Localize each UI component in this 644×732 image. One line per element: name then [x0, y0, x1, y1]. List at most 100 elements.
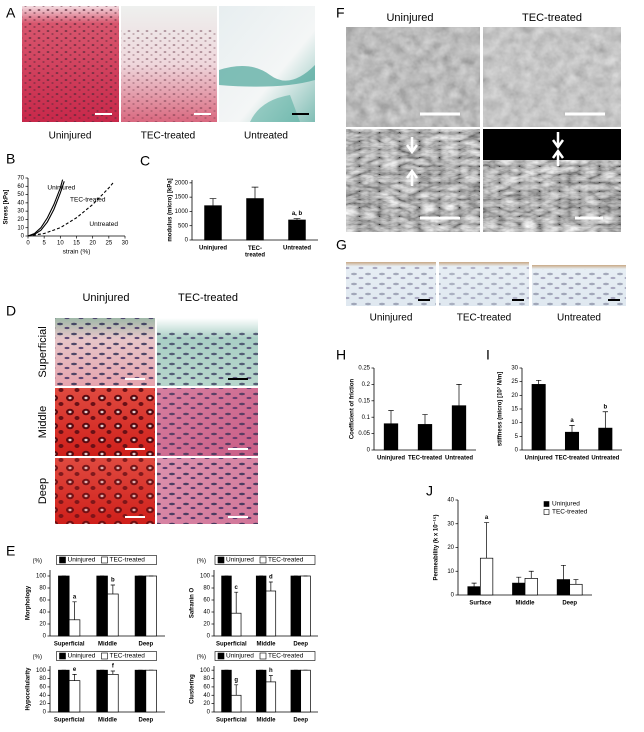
- error-bar: [573, 579, 579, 585]
- y-tick-label: 100: [36, 574, 47, 580]
- bar-annotation: f: [112, 664, 115, 670]
- panel-letter: J: [426, 483, 433, 499]
- error-bar: [251, 186, 259, 199]
- y-tick-label: 0.1: [362, 415, 371, 421]
- y-axis-label: Safranin O: [190, 587, 196, 618]
- legend-swatch: [217, 556, 225, 564]
- y-unit: (%): [197, 559, 206, 565]
- x-axis-label: strain (%): [63, 249, 91, 256]
- x-tick-label: Deep: [562, 601, 577, 607]
- y-tick-label: 10: [447, 569, 454, 575]
- arrow: [551, 148, 565, 166]
- y-tick-label: 30: [447, 521, 454, 527]
- y-tick-label: 2000: [175, 180, 189, 186]
- cell-texture: [55, 388, 155, 456]
- cell-texture: [157, 330, 258, 386]
- bar: [96, 575, 108, 637]
- panel-g-images: [346, 262, 626, 306]
- y-tick-label: 40: [17, 200, 24, 206]
- error-bar: [268, 581, 273, 591]
- bar: [383, 423, 399, 451]
- y-tick-label: 10: [511, 420, 518, 426]
- panel-letter: B: [6, 151, 15, 167]
- sem-image: [483, 160, 621, 232]
- y-tick-label: 60: [17, 184, 24, 190]
- bar: [221, 575, 232, 637]
- legend-swatch: [59, 556, 66, 564]
- y-tick-label: 0: [43, 634, 47, 640]
- error-bar: [110, 670, 116, 675]
- image-label: Uninjured: [370, 313, 413, 324]
- y-tick-label: 20: [203, 701, 210, 707]
- y-tick-label: 80: [203, 586, 210, 592]
- bar: [451, 405, 467, 451]
- x-tick-label: Superficial: [54, 718, 85, 724]
- error-bar: [516, 576, 522, 584]
- bar-annotation: a, b: [292, 211, 303, 217]
- row-header: Deep: [37, 478, 49, 504]
- bar: [134, 575, 147, 637]
- bar: [556, 579, 571, 596]
- x-tick-label: 0: [26, 241, 30, 247]
- x-tick-label: 25: [105, 241, 112, 247]
- bar: [598, 427, 613, 451]
- x-tick-label: Deep: [293, 642, 308, 648]
- legend-label: TEC-treated: [552, 509, 588, 516]
- y-axis-label: Stress [kPa]: [4, 190, 10, 225]
- bar: [290, 575, 302, 637]
- y-tick-label: 5: [515, 434, 519, 440]
- x-tick-label: Middle: [98, 718, 118, 724]
- legend-swatch: [543, 509, 550, 515]
- y-tick-label: 20: [39, 701, 46, 707]
- error-bar: [234, 591, 239, 614]
- bar: [569, 583, 583, 596]
- legend-swatch: [101, 556, 108, 564]
- panel-letter: D: [6, 303, 16, 319]
- x-tick-label: Untreated: [445, 456, 473, 462]
- y-tick-label: 0: [451, 593, 455, 599]
- x-tick-label: Deep: [138, 642, 153, 648]
- x-tick-label: 20: [89, 241, 96, 247]
- x-tick-label: Untreated: [591, 456, 619, 462]
- y-tick-label: 40: [203, 693, 210, 699]
- x-tick-label: Uninjured: [525, 456, 553, 462]
- y-axis-label: Permeability (k x 10⁻¹⁵): [433, 514, 440, 580]
- bar-annotation: g: [234, 677, 238, 683]
- y-tick-label: 100: [36, 668, 47, 674]
- bar-annotation: e: [73, 667, 77, 673]
- y-axis-label: stiffness (micro) [10⁷ N/m]: [498, 372, 504, 447]
- y-tick-label: 60: [203, 684, 210, 690]
- x-tick-label: TEC-treated: [555, 456, 589, 462]
- legend-swatch: [101, 652, 108, 660]
- x-tick-label: Superficial: [216, 718, 247, 724]
- y-tick-label: 0: [207, 634, 211, 640]
- legend-label: Uninjured: [68, 653, 96, 660]
- bar: [145, 575, 157, 637]
- cell-texture: [55, 458, 155, 524]
- x-tick-label: Deep: [293, 718, 308, 724]
- image-label: Uninjured: [49, 131, 92, 142]
- bar: [479, 557, 494, 596]
- y-tick-label: 0: [185, 238, 189, 244]
- y-tick-label: 0.15: [358, 398, 370, 404]
- bar: [107, 674, 119, 713]
- y-tick-label: 30: [17, 209, 24, 215]
- legend-label: TEC-treated: [268, 557, 304, 564]
- y-tick-label: 80: [39, 676, 46, 682]
- legend-swatch: [259, 556, 267, 564]
- x-tick-label: TEC-treated: [408, 456, 442, 462]
- y-tick-label: 40: [39, 610, 46, 616]
- bar: [564, 431, 580, 451]
- y-axis-label: Hypocellularity: [26, 667, 32, 711]
- y-tick-label: 70: [17, 176, 24, 182]
- tissue-band: [219, 65, 315, 87]
- x-tick-label: Middle: [516, 601, 536, 607]
- bar: [204, 205, 222, 241]
- y-tick-label: 40: [203, 610, 210, 616]
- y-tick-label: 40: [39, 693, 46, 699]
- bar: [467, 586, 481, 596]
- bar-annotation: a: [73, 594, 77, 600]
- panel-letter: H: [336, 347, 346, 363]
- y-tick-label: 0: [21, 234, 25, 240]
